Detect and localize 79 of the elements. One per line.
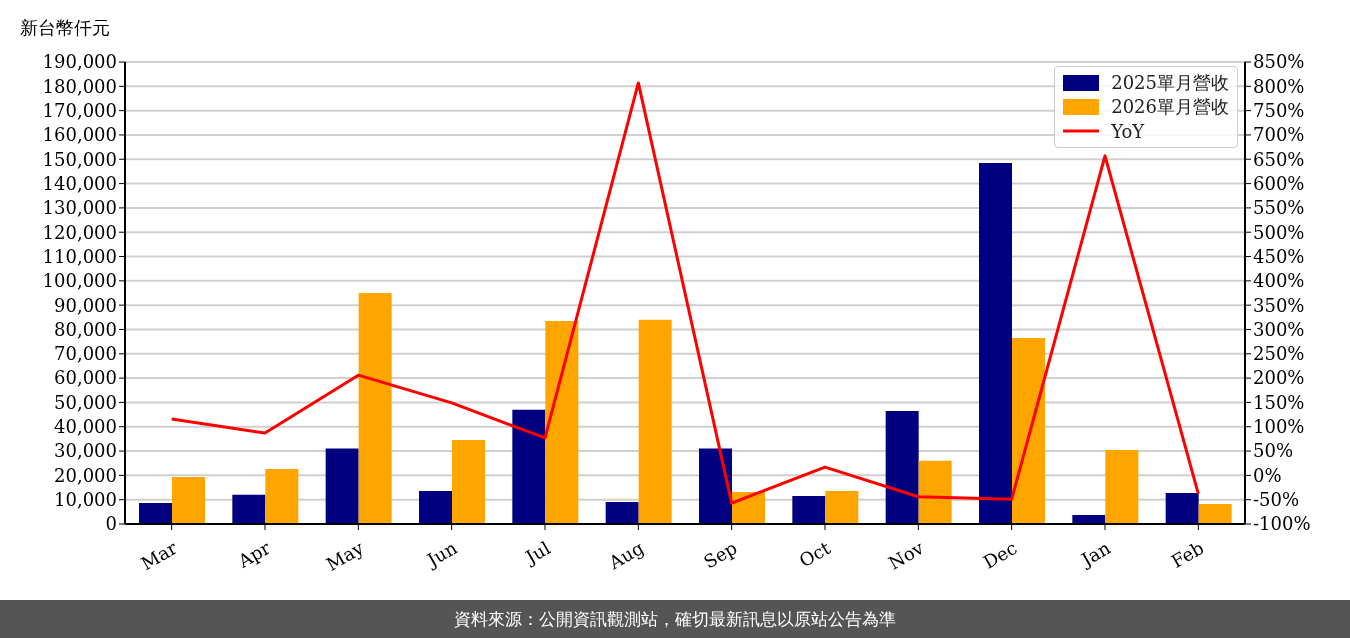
y2-tick-label: 800% xyxy=(1253,75,1305,97)
y2-tick-label: 250% xyxy=(1253,343,1305,365)
y2-tick-label: 0% xyxy=(1253,464,1282,486)
bar xyxy=(358,293,392,524)
bar xyxy=(325,448,359,524)
y2-tick-label: 300% xyxy=(1253,318,1305,340)
bar xyxy=(419,490,452,524)
bar xyxy=(1105,450,1139,524)
bar xyxy=(139,503,172,524)
y2-tick-label: 100% xyxy=(1253,416,1305,438)
x-tick-label: May xyxy=(322,536,368,575)
y-tick-label: 170,000 xyxy=(42,100,117,122)
y2-tick-label: 350% xyxy=(1253,294,1305,316)
y2-tick-label: 150% xyxy=(1253,391,1305,413)
y2-tick-label: 750% xyxy=(1253,100,1305,122)
x-tick-label: Jul xyxy=(520,536,554,569)
bar xyxy=(452,440,485,524)
y-tick-label: 110,000 xyxy=(42,245,117,267)
bar xyxy=(605,502,639,524)
bar xyxy=(825,490,859,524)
y-tick-label: 70,000 xyxy=(54,343,117,365)
y-tick-label: 50,000 xyxy=(54,391,117,413)
bar xyxy=(512,409,546,524)
y-tick-label: 120,000 xyxy=(42,221,117,243)
legend-label: 2025單月營收 xyxy=(1111,71,1229,95)
x-tick-label: Sep xyxy=(700,537,741,573)
bar xyxy=(232,494,266,524)
y2-tick-label: 400% xyxy=(1253,270,1305,292)
y2-tick-label: -50% xyxy=(1253,489,1300,511)
x-tick-label: Oct xyxy=(795,536,835,572)
source-note: 資料來源：公開資訊觀測站，確切最新訊息以原站公告為準 xyxy=(0,600,1350,638)
y2-tick-label: 850% xyxy=(1253,51,1305,73)
bar xyxy=(265,469,299,524)
x-tick-label: Jan xyxy=(1075,536,1115,572)
y2-tick-label: 600% xyxy=(1253,172,1305,194)
y-tick-label: 100,000 xyxy=(42,270,117,292)
x-tick-label: Apr xyxy=(233,536,275,573)
y2-tick-label: 500% xyxy=(1253,221,1305,243)
y2-tick-label: 200% xyxy=(1253,367,1305,389)
y-tick-label: 160,000 xyxy=(42,124,117,146)
y-tick-label: 80,000 xyxy=(54,318,117,340)
y-tick-label: 150,000 xyxy=(42,148,117,170)
y-tick-label: 0 xyxy=(105,513,117,535)
y-tick-label: 180,000 xyxy=(42,75,117,97)
x-tick-label: Nov xyxy=(884,536,928,574)
bar xyxy=(1198,504,1232,524)
y2-tick-label: 650% xyxy=(1253,148,1305,170)
y-tick-label: 40,000 xyxy=(54,416,117,438)
bar xyxy=(699,448,732,524)
bar xyxy=(172,477,205,524)
y-tick-label: 130,000 xyxy=(42,197,117,219)
x-tick-label: Dec xyxy=(979,537,1021,573)
bar xyxy=(1012,337,1045,524)
y2-tick-label: 700% xyxy=(1253,124,1305,146)
bar xyxy=(545,320,579,524)
bar xyxy=(792,496,826,524)
y-tick-label: 20,000 xyxy=(54,464,117,486)
y2-tick-label: 450% xyxy=(1253,245,1305,267)
y-tick-label: 140,000 xyxy=(42,172,117,194)
legend-label: 2026單月營收 xyxy=(1111,95,1229,119)
y-tick-label: 90,000 xyxy=(54,294,117,316)
y-tick-label: 60,000 xyxy=(54,367,117,389)
bar xyxy=(1165,493,1199,524)
bar xyxy=(979,162,1012,524)
bar xyxy=(885,410,919,524)
bar xyxy=(918,460,952,524)
y-tick-label: 30,000 xyxy=(54,440,117,462)
x-tick-label: Feb xyxy=(1167,537,1208,573)
x-tick-label: Aug xyxy=(604,537,648,574)
x-tick-label: Mar xyxy=(137,536,181,575)
y2-tick-label: 50% xyxy=(1253,440,1294,462)
y2-tick-label: -100% xyxy=(1253,513,1311,535)
y-axis-title: 新台幣仟元 xyxy=(20,16,110,40)
y-tick-label: 10,000 xyxy=(54,489,117,511)
bar xyxy=(638,319,672,524)
x-tick-label: Jun xyxy=(421,536,461,572)
legend-label: YoY xyxy=(1111,120,1145,142)
y-tick-label: 190,000 xyxy=(42,51,117,73)
y2-tick-label: 550% xyxy=(1253,197,1305,219)
